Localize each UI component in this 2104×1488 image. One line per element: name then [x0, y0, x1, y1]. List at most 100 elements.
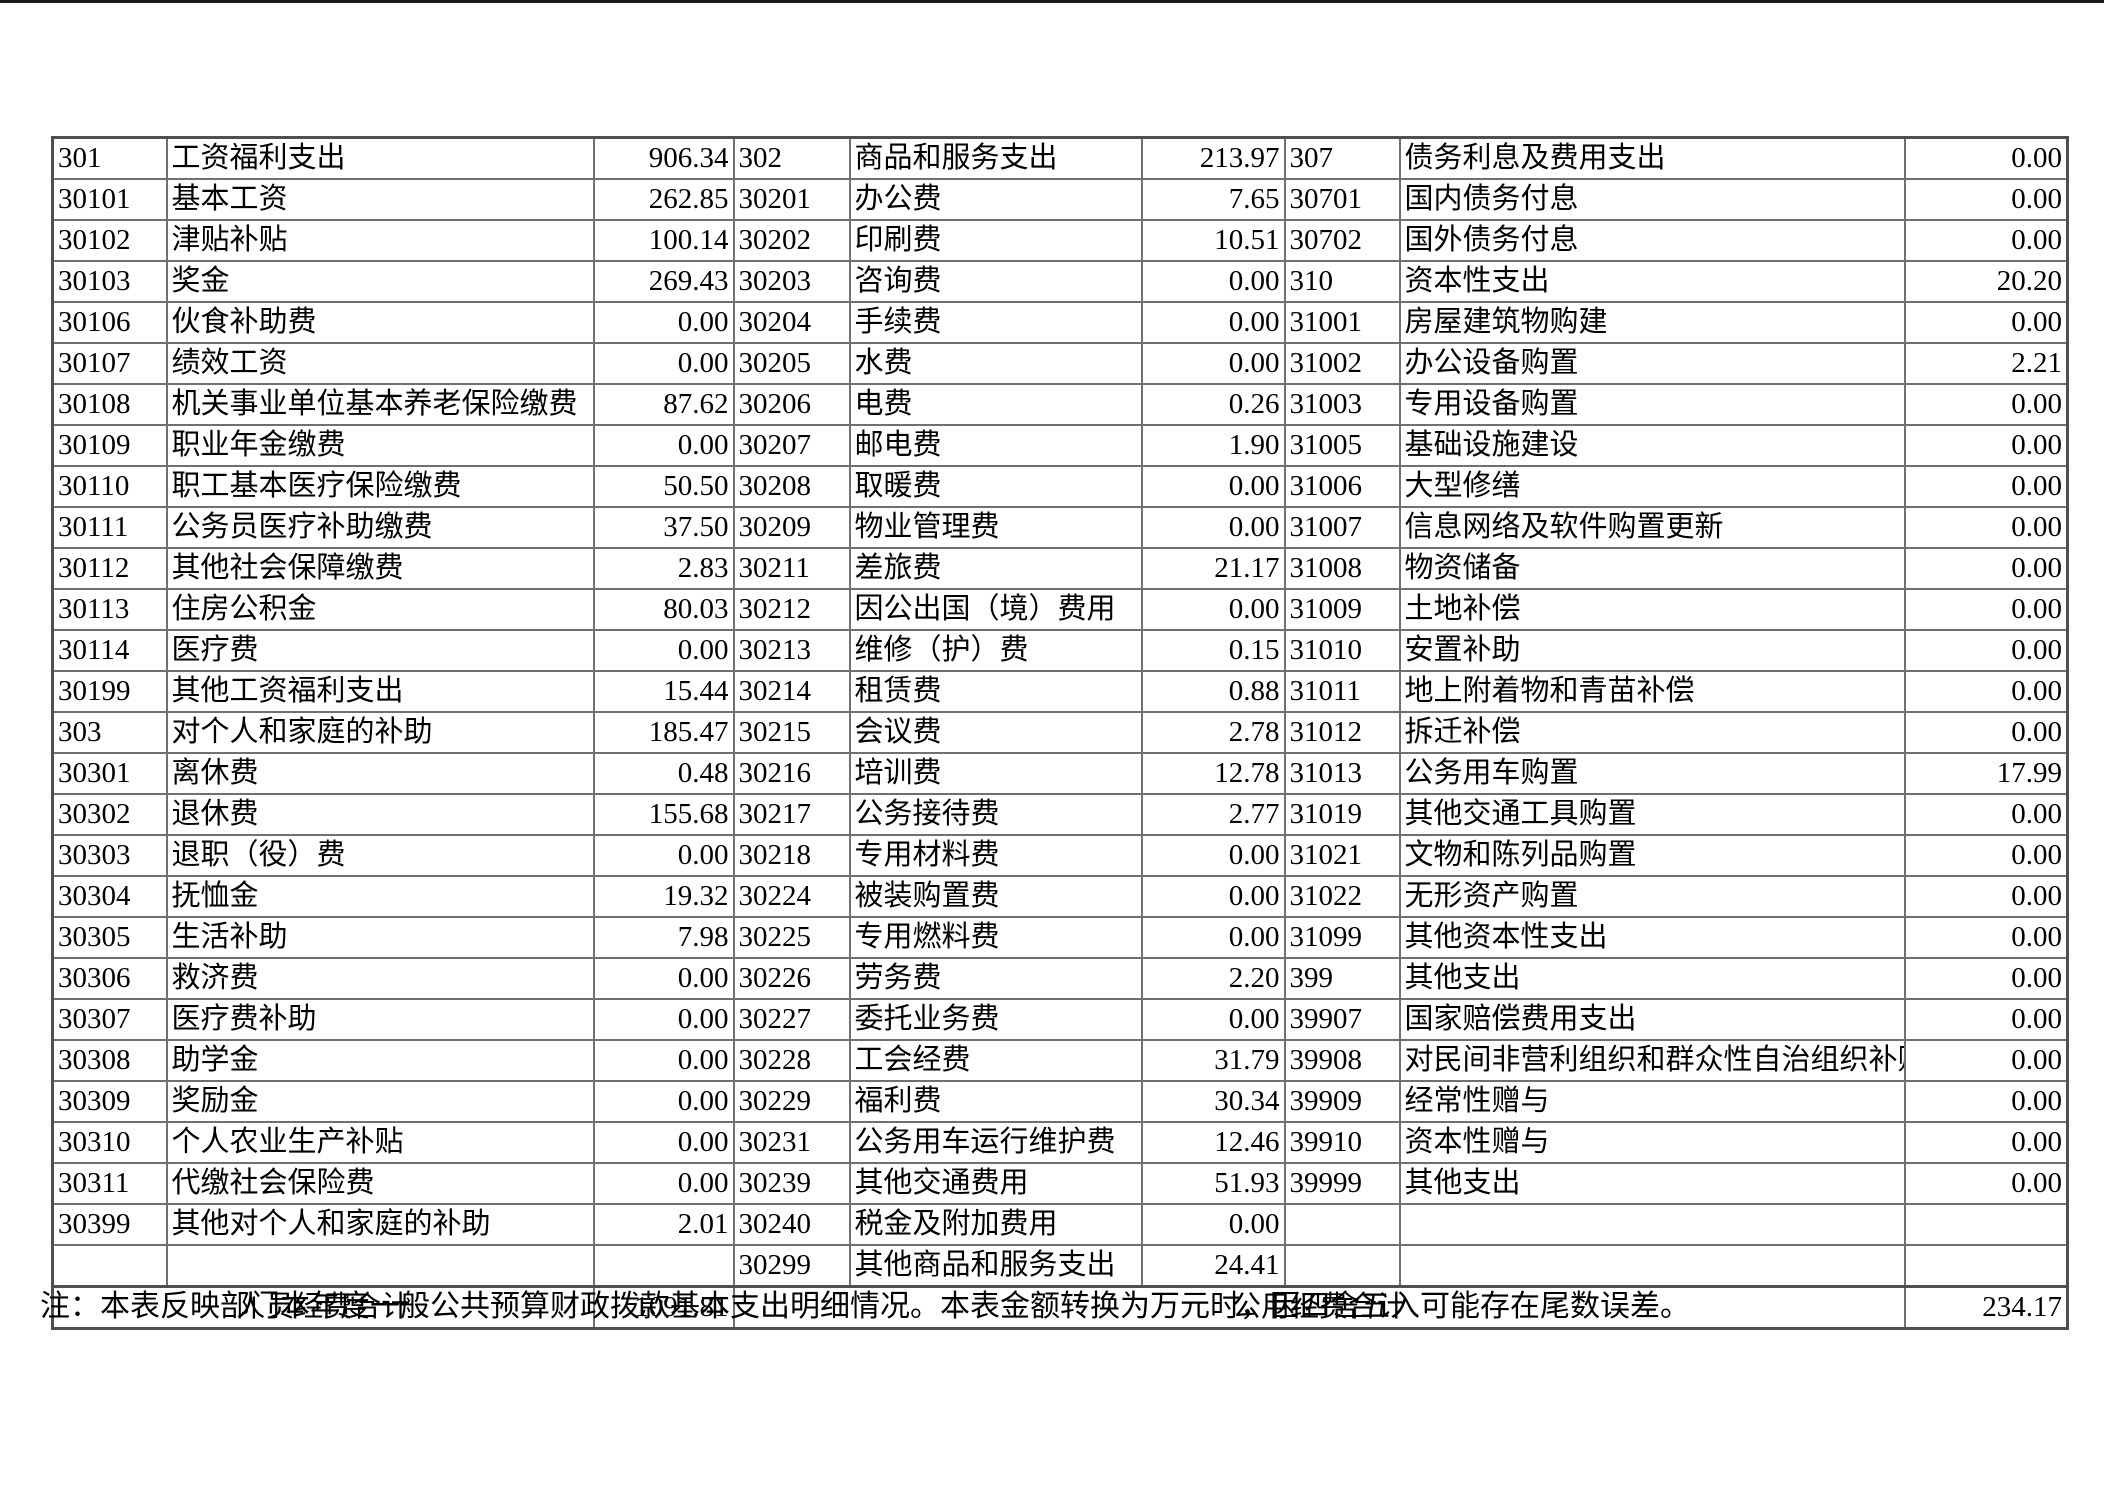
- page-top-divider: [0, 0, 2104, 3]
- amount-cell: 0.00: [592, 957, 735, 1000]
- amount-cell: 12.46: [1140, 1121, 1286, 1164]
- code-cell: 30216: [732, 752, 851, 795]
- item-name-cell: 专用材料费: [848, 834, 1143, 877]
- code-cell: 30114: [51, 629, 168, 672]
- item-name-cell: 专用燃料费: [848, 916, 1143, 959]
- item-name-cell: 退休费: [165, 793, 595, 836]
- amount-cell: 0.00: [1140, 465, 1286, 508]
- amount-cell: [592, 1244, 735, 1288]
- item-name-cell: 拆迁补偿: [1398, 711, 1906, 754]
- amount-cell: 0.00: [1903, 998, 2069, 1041]
- code-cell: 31009: [1283, 588, 1401, 631]
- item-name-cell: 劳务费: [848, 957, 1143, 1000]
- table-row: 30309 奖励金 0.00 30229 福利费 30.34 39909 经常性赠与 0.00: [51, 1080, 2069, 1123]
- item-name-cell: 培训费: [848, 752, 1143, 795]
- amount-cell: 262.85: [592, 178, 735, 221]
- table-footnote: 注：本表反映部门本年度一般公共预算财政拨款基本支出明细情况。本表金额转换为万元时…: [40, 1290, 1690, 1323]
- item-name-cell: 无形资产购置: [1398, 875, 1906, 918]
- code-cell: 30299: [732, 1244, 851, 1288]
- item-name-cell: 国家赔偿费用支出: [1398, 998, 1906, 1041]
- item-name-cell: 取暖费: [848, 465, 1143, 508]
- code-cell: 39909: [1283, 1080, 1401, 1123]
- item-name-cell: 大型修缮: [1398, 465, 1906, 508]
- budget-detail-table: 301 工资福利支出 906.34 302 商品和服务支出 213.97 307 债务利息及费…: [51, 136, 2069, 1330]
- code-cell: 39999: [1283, 1162, 1401, 1205]
- code-cell: 30110: [51, 465, 168, 508]
- table-row: 30102 津贴补贴 100.14 30202 印刷费 10.51 30702 国外债务付息 0…: [51, 219, 2069, 262]
- amount-cell: 0.00: [1140, 875, 1286, 918]
- code-cell: 30301: [51, 752, 168, 795]
- amount-cell: 12.78: [1140, 752, 1286, 795]
- amount-cell: 0.00: [592, 1162, 735, 1205]
- amount-cell: 0.88: [1140, 670, 1286, 713]
- amount-cell: [1903, 1203, 2069, 1246]
- item-name-cell: 退职（役）费: [165, 834, 595, 877]
- amount-cell: 0.00: [1903, 1162, 2069, 1205]
- amount-cell: 0.00: [1903, 916, 2069, 959]
- amount-cell: 0.00: [1903, 1121, 2069, 1164]
- item-name-cell: 邮电费: [848, 424, 1143, 467]
- code-cell: 30205: [732, 342, 851, 385]
- amount-cell: 15.44: [592, 670, 735, 713]
- item-name-cell: 其他资本性支出: [1398, 916, 1906, 959]
- amount-cell: 100.14: [592, 219, 735, 262]
- item-name-cell: 医疗费补助: [165, 998, 595, 1041]
- code-cell: 30213: [732, 629, 851, 672]
- amount-cell: 1.90: [1140, 424, 1286, 467]
- item-name-cell: 维修（护）费: [848, 629, 1143, 672]
- code-cell: 31005: [1283, 424, 1401, 467]
- amount-cell: 0.00: [1903, 957, 2069, 1000]
- code-cell: 30206: [732, 383, 851, 426]
- amount-cell: 213.97: [1140, 136, 1286, 180]
- amount-cell: 0.00: [1903, 506, 2069, 549]
- item-name-cell: 咨询费: [848, 260, 1143, 303]
- code-cell: 30303: [51, 834, 168, 877]
- amount-cell: 2.01: [592, 1203, 735, 1246]
- code-cell: 30212: [732, 588, 851, 631]
- code-cell: 30112: [51, 547, 168, 590]
- amount-cell: 0.00: [592, 342, 735, 385]
- item-name-cell: 地上附着物和青苗补偿: [1398, 670, 1906, 713]
- code-cell: 30231: [732, 1121, 851, 1164]
- item-name-cell: 个人农业生产补贴: [165, 1121, 595, 1164]
- amount-cell: 0.00: [1903, 547, 2069, 590]
- item-name-cell: 会议费: [848, 711, 1143, 754]
- code-cell: 30227: [732, 998, 851, 1041]
- table-body: 301 工资福利支出 906.34 302 商品和服务支出 213.97 307 债务利息及费…: [51, 136, 2069, 1330]
- code-cell: 30107: [51, 342, 168, 385]
- item-name-cell: 机关事业单位基本养老保险缴费: [165, 383, 595, 426]
- personnel-total-label: 人员经费合计: [51, 1285, 595, 1330]
- amount-cell: 0.00: [1903, 793, 2069, 836]
- code-cell: 31007: [1283, 506, 1401, 549]
- code-cell: 30201: [732, 178, 851, 221]
- amount-cell: 7.98: [592, 916, 735, 959]
- item-name-cell: 手续费: [848, 301, 1143, 344]
- table-row: 30103 奖金 269.43 30203 咨询费 0.00 310 资本性支出 20.20: [51, 260, 2069, 303]
- amount-cell: 0.00: [592, 998, 735, 1041]
- amount-cell: 0.00: [1903, 178, 2069, 221]
- item-name-cell: 福利费: [848, 1080, 1143, 1123]
- amount-cell: 2.83: [592, 547, 735, 590]
- amount-cell: 0.15: [1140, 629, 1286, 672]
- amount-cell: 0.00: [592, 301, 735, 344]
- item-name-cell: 被装购置费: [848, 875, 1143, 918]
- code-cell: [1283, 1244, 1401, 1288]
- item-name-cell: 津贴补贴: [165, 219, 595, 262]
- code-cell: 30225: [732, 916, 851, 959]
- code-cell: 31011: [1283, 670, 1401, 713]
- table-row: 30109 职业年金缴费 0.00 30207 邮电费 1.90 31005 基础设施建设 0.…: [51, 424, 2069, 467]
- personnel-total-value: 1091.81: [592, 1285, 735, 1330]
- amount-cell: 155.68: [592, 793, 735, 836]
- item-name-cell: 其他工资福利支出: [165, 670, 595, 713]
- amount-cell: 2.21: [1903, 342, 2069, 385]
- amount-cell: 0.00: [1903, 711, 2069, 754]
- item-name-cell: 资本性赠与: [1398, 1121, 1906, 1164]
- item-name-cell: 物业管理费: [848, 506, 1143, 549]
- item-name-cell: 抚恤金: [165, 875, 595, 918]
- table-row: 30399 其他对个人和家庭的补助 2.01 30240 税金及附加费用 0.00: [51, 1203, 2069, 1246]
- item-name-cell: 公务用车购置: [1398, 752, 1906, 795]
- amount-cell: 0.00: [1903, 219, 2069, 262]
- code-cell: 39908: [1283, 1039, 1401, 1082]
- item-name-cell: 绩效工资: [165, 342, 595, 385]
- code-cell: 30207: [732, 424, 851, 467]
